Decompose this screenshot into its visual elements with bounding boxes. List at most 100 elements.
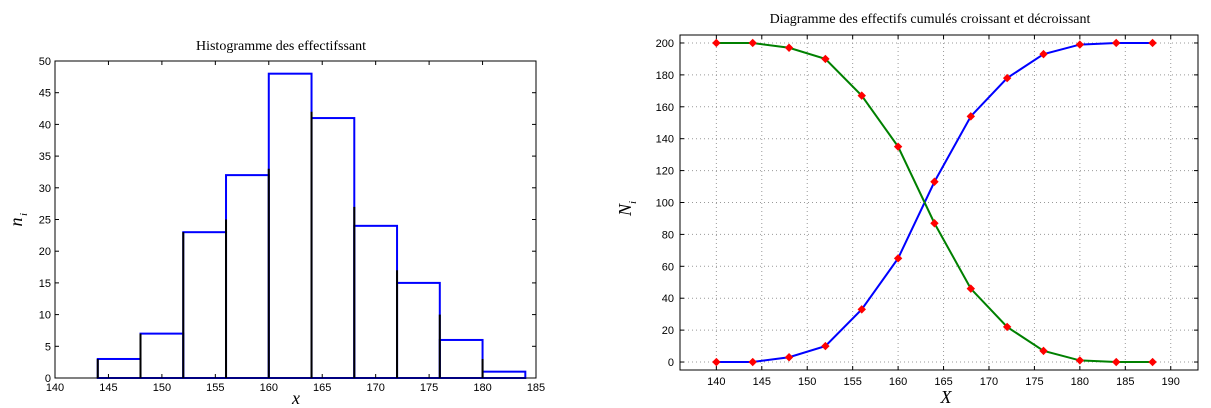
cumulative-point-increasing-1 — [748, 357, 757, 367]
cumulative-xtick-label-9: 185 — [1116, 376, 1134, 388]
cumulative-ytick-label-7: 140 — [656, 134, 674, 146]
cumulative-point-increasing-3 — [821, 341, 830, 351]
cumulative-point-decreasing-11 — [1112, 357, 1121, 367]
histogram-bar-3 — [225, 174, 270, 379]
cumulative-grid — [680, 35, 1198, 370]
histogram-bar-7 — [396, 281, 441, 379]
histogram-xlabel: x — [291, 388, 300, 408]
histogram-ylabel-main: n — [6, 218, 26, 227]
cumulative-marks — [712, 38, 1157, 367]
cumulative-point-increasing-8 — [1002, 73, 1012, 83]
histogram-xtick-label-1: 145 — [99, 382, 117, 394]
histogram-xtick-label-8: 180 — [473, 382, 491, 394]
cumulative-plot-frame — [679, 34, 1199, 371]
cumulative-point-decreasing-9 — [1039, 346, 1048, 356]
histogram-bar-2 — [182, 231, 228, 379]
cumulative-point-increasing-9 — [1039, 49, 1048, 59]
cumulative-title: Diagramme des effectifs cumulés croissan… — [770, 12, 1091, 27]
cumulative-xtick-label-0: 140 — [707, 376, 725, 388]
cumulative-ylabel-sub: i — [627, 201, 639, 204]
cumulative-ytick-label-9: 180 — [656, 70, 674, 82]
cumulative-xtick-label-4: 160 — [889, 376, 907, 388]
histogram-ytick-label-6: 30 — [39, 183, 51, 195]
cumulative-point-increasing-11 — [1112, 38, 1121, 48]
cumulative-xtick-label-2: 150 — [798, 376, 816, 388]
histogram-xtick-label-9: 185 — [527, 382, 545, 394]
histogram-ytick-label-5: 25 — [39, 215, 51, 227]
histogram-xtick-label-0: 140 — [46, 382, 64, 394]
cumulative-point-increasing-12 — [1148, 38, 1157, 48]
cumulative-point-decreasing-7 — [966, 284, 976, 293]
histogram-ytick-label-10: 50 — [39, 56, 51, 68]
cumulative-ytick-label-2: 40 — [662, 293, 674, 305]
histogram-bar-6 — [353, 224, 399, 379]
cumulative-point-increasing-10 — [1075, 40, 1085, 49]
cumulative-point-increasing-7 — [966, 112, 976, 121]
cumulative-point-decreasing-6 — [930, 219, 939, 228]
cumulative-point-increasing-6 — [930, 177, 939, 186]
cumulative-ytick-label-1: 20 — [662, 325, 674, 337]
histogram-ytick-label-9: 45 — [39, 88, 51, 100]
histogram-xtick-label-5: 165 — [313, 382, 331, 394]
cumulative-point-increasing-4 — [857, 305, 866, 314]
histogram-bar-0 — [96, 357, 142, 380]
histogram-plot-frame — [54, 60, 537, 379]
cumulative-ytick-label-5: 100 — [656, 198, 674, 210]
cumulative-xtick-label-10: 190 — [1162, 376, 1180, 388]
histogram-ytick-label-3: 15 — [39, 278, 51, 290]
cumulative-xtick-label-5: 165 — [934, 376, 952, 388]
cumulative-xtick-label-6: 170 — [980, 376, 998, 388]
cumulative-point-decreasing-8 — [1002, 322, 1012, 332]
cumulative-line-decreasing — [716, 41, 1153, 364]
cumulative-point-decreasing-0 — [712, 38, 721, 48]
cumulative-point-decreasing-1 — [748, 38, 757, 48]
cumulative-xtick-label-8: 180 — [1071, 376, 1089, 388]
cumulative-point-decreasing-5 — [893, 142, 903, 151]
cumulative-point-decreasing-3 — [821, 54, 830, 64]
histogram-xtick-label-4: 160 — [260, 382, 278, 394]
cumulative-point-decreasing-10 — [1075, 356, 1085, 365]
histogram-marks — [96, 72, 527, 380]
cumulative-point-decreasing-4 — [857, 91, 866, 100]
histogram-ticks: 140 145 150 155 160 165 170 175 180 185 0 5 10 15 20 25… — [39, 56, 545, 394]
cumulative-xtick-label-7: 175 — [1025, 376, 1043, 388]
cumulative-ytick-label-6: 120 — [656, 166, 674, 178]
histogram-ytick-label-8: 40 — [39, 119, 51, 131]
cumulative-ylabel: N i — [615, 201, 639, 217]
histogram-bar-8 — [438, 338, 484, 379]
histogram-chart: Histogramme des effectifssant 140 145 150 1… — [6, 39, 545, 408]
cumulative-ytick-label-3: 60 — [662, 261, 674, 273]
histogram-ytick-label-7: 35 — [39, 151, 51, 163]
histogram-bar-5 — [310, 117, 356, 379]
histogram-xtick-label-6: 170 — [366, 382, 384, 394]
cumulative-ytick-label-10: 200 — [656, 38, 674, 50]
histogram-bar-9 — [481, 370, 527, 380]
cumulative-point-decreasing-12 — [1148, 357, 1157, 367]
histogram-xtick-label-2: 150 — [153, 382, 171, 394]
histogram-ytick-label-2: 10 — [39, 310, 51, 322]
cumulative-point-increasing-0 — [712, 357, 721, 367]
cumulative-ytick-label-8: 160 — [656, 102, 674, 114]
histogram-bar-1 — [139, 332, 185, 379]
cumulative-point-increasing-2 — [784, 353, 794, 362]
cumulative-xtick-label-1: 145 — [753, 376, 771, 388]
histogram-ytick-label-0: 0 — [45, 373, 51, 385]
histogram-bar-4 — [267, 72, 313, 380]
cumulative-line-increasing — [716, 41, 1153, 364]
histogram-title: Histogramme des effectifssant — [196, 39, 366, 54]
cumulative-ticks: 140 145 150 155 160 165 170 175 180 185 190 0 20 40 60… — [656, 35, 1198, 388]
histogram-ytick-label-4: 20 — [39, 246, 51, 258]
cumulative-chart: Diagramme des effectifs cumulés croissan… — [615, 12, 1199, 407]
histogram-xtick-label-7: 175 — [420, 382, 438, 394]
cumulative-xlabel: X — [940, 387, 953, 407]
histogram-ytick-label-1: 5 — [45, 341, 51, 353]
cumulative-point-decreasing-2 — [784, 43, 794, 52]
cumulative-point-increasing-5 — [893, 254, 903, 263]
cumulative-ytick-label-0: 0 — [668, 357, 674, 369]
histogram-xtick-label-3: 155 — [206, 382, 224, 394]
cumulative-xtick-label-3: 155 — [843, 376, 861, 388]
histogram-ylabel: n i — [6, 213, 30, 227]
cumulative-ylabel-main: N — [615, 203, 635, 217]
cumulative-ytick-label-4: 80 — [662, 229, 674, 241]
histogram-ylabel-sub: i — [18, 213, 30, 216]
